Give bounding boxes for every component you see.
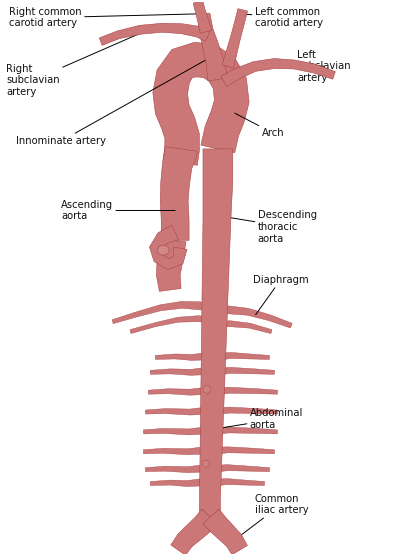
Polygon shape (143, 425, 210, 435)
Polygon shape (150, 477, 208, 486)
Polygon shape (215, 321, 272, 334)
Polygon shape (209, 386, 278, 395)
Polygon shape (210, 366, 274, 375)
Polygon shape (222, 9, 248, 68)
Polygon shape (153, 42, 249, 165)
Ellipse shape (202, 460, 210, 467)
Polygon shape (208, 425, 278, 434)
Polygon shape (171, 509, 218, 555)
Text: Right common
carotid artery: Right common carotid artery (9, 7, 199, 28)
Text: Ascending
aorta: Ascending aorta (61, 200, 175, 221)
Text: Right
subclavian
artery: Right subclavian artery (6, 29, 148, 97)
Text: Abdominal
aorta: Abdominal aorta (215, 408, 303, 430)
Polygon shape (198, 13, 228, 81)
Text: Common
iliac artery: Common iliac artery (232, 494, 308, 542)
Polygon shape (200, 149, 233, 518)
Polygon shape (143, 445, 209, 455)
Polygon shape (209, 406, 278, 415)
Polygon shape (207, 445, 274, 454)
Text: Left
subclavian
artery: Left subclavian artery (297, 49, 351, 83)
Polygon shape (211, 351, 270, 360)
Polygon shape (203, 509, 247, 555)
Text: Left common
carotid artery: Left common carotid artery (241, 7, 323, 28)
Polygon shape (99, 23, 210, 46)
Text: Arch: Arch (235, 113, 284, 138)
Polygon shape (150, 225, 187, 270)
Text: Descending
thoracic
aorta: Descending thoracic aorta (217, 211, 317, 244)
Polygon shape (112, 301, 214, 324)
Polygon shape (193, 1, 212, 33)
Polygon shape (221, 58, 335, 87)
Text: Innominate artery: Innominate artery (16, 57, 212, 146)
Polygon shape (206, 477, 265, 486)
Polygon shape (148, 386, 211, 395)
Polygon shape (145, 463, 209, 473)
Polygon shape (214, 306, 292, 328)
Polygon shape (145, 406, 211, 415)
Polygon shape (150, 366, 212, 375)
Polygon shape (160, 147, 197, 240)
Polygon shape (155, 351, 213, 360)
Ellipse shape (157, 245, 169, 255)
Polygon shape (156, 239, 186, 291)
Polygon shape (207, 463, 270, 472)
Text: Diaphragm: Diaphragm (253, 275, 308, 315)
Polygon shape (130, 316, 213, 334)
Ellipse shape (203, 385, 211, 393)
